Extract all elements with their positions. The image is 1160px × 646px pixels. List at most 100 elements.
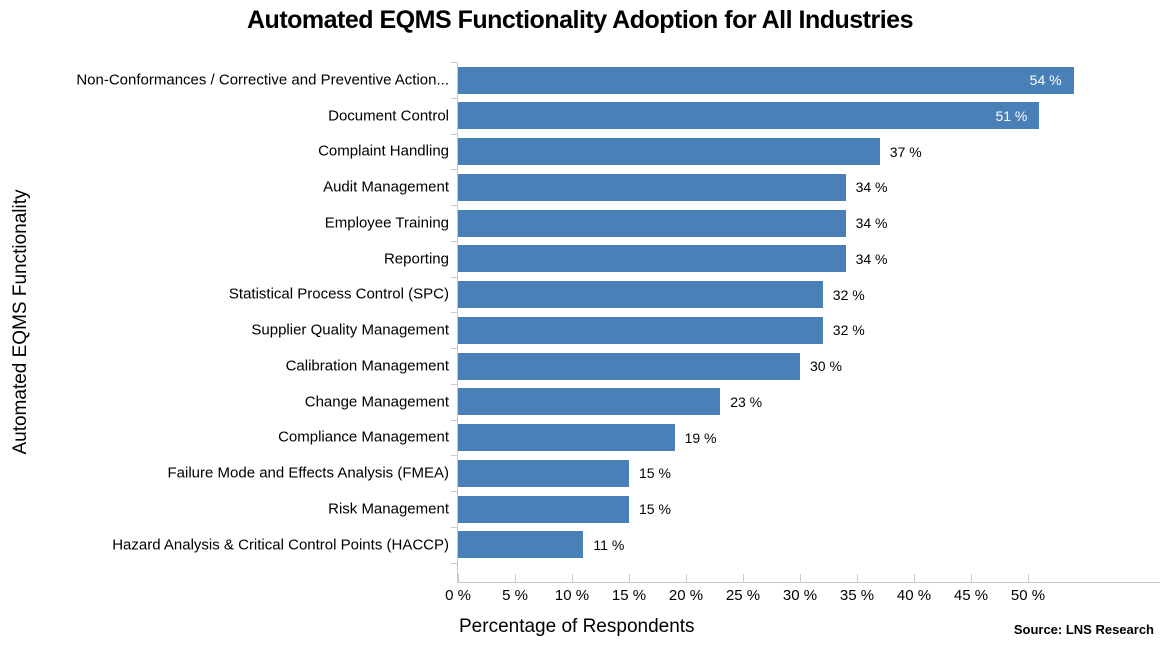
bar bbox=[458, 459, 629, 487]
bar-value-label: 32 % bbox=[832, 286, 865, 303]
bar-value-label: 37 % bbox=[889, 143, 922, 160]
bar-value-label: 15 % bbox=[639, 501, 671, 517]
y-tick-mark bbox=[451, 133, 457, 135]
bar-value-label: 32 % bbox=[832, 322, 865, 339]
x-tick-mark bbox=[857, 574, 858, 582]
y-tick-mark bbox=[451, 205, 457, 206]
bar-value-label: 34 % bbox=[855, 250, 888, 267]
y-tick-mark bbox=[451, 348, 457, 349]
x-tick-label: 20 % bbox=[668, 587, 704, 604]
bar-value-label: 15 % bbox=[639, 465, 671, 482]
category-label: Hazard Analysis & Critical Control Point… bbox=[112, 536, 449, 554]
bar-value-label: 23 % bbox=[730, 393, 763, 410]
bar-row: Document Control 51 % bbox=[328, 98, 1160, 134]
bar-row: Statistical Process Control (SPC) 32 % bbox=[229, 277, 1160, 313]
bar: 54 % bbox=[458, 66, 1074, 94]
y-tick-mark bbox=[451, 491, 457, 492]
y-tick-mark bbox=[451, 562, 457, 564]
x-tick-label: 45 % bbox=[953, 587, 989, 604]
x-tick-mark bbox=[1028, 574, 1029, 582]
bar-value-label: 54 % bbox=[1029, 72, 1062, 88]
x-tick-mark bbox=[515, 574, 516, 582]
x-tick-mark bbox=[800, 574, 801, 582]
x-tick-label: 25 % bbox=[725, 587, 761, 604]
bar-row: Compliance Management 19 % bbox=[278, 420, 1160, 456]
x-tick-label: 10 % bbox=[554, 587, 590, 604]
category-label: Failure Mode and Effects Analysis (FMEA) bbox=[167, 464, 450, 482]
bar bbox=[458, 173, 846, 201]
category-label: Audit Management bbox=[323, 178, 449, 196]
y-tick-mark bbox=[451, 419, 457, 421]
bar bbox=[458, 424, 675, 451]
bar-row: Complaint Handling 37 % bbox=[318, 134, 1160, 170]
bar bbox=[458, 495, 629, 523]
x-tick-mark bbox=[914, 574, 915, 582]
chart-title: Automated EQMS Functionality Adoption fo… bbox=[247, 6, 913, 34]
y-tick-mark bbox=[451, 383, 457, 385]
bar-row: Hazard Analysis & Critical Control Point… bbox=[112, 527, 1160, 563]
category-label: Compliance Management bbox=[278, 428, 449, 446]
bar: 51 % bbox=[458, 102, 1040, 130]
category-label: Supplier Quality Management bbox=[251, 321, 449, 339]
y-tick-mark bbox=[451, 240, 457, 242]
bar bbox=[458, 209, 846, 237]
source-credit: Source: LNS Research bbox=[1013, 622, 1154, 637]
y-axis-title: Automated EQMS Functionality bbox=[10, 189, 31, 455]
x-tick-label: 50 % bbox=[1010, 587, 1046, 604]
bar bbox=[458, 352, 800, 380]
x-tick-mark bbox=[458, 574, 459, 582]
y-tick-mark bbox=[451, 455, 457, 457]
bar-value-label: 34 % bbox=[855, 179, 888, 196]
bar-row: Failure Mode and Effects Analysis (FMEA)… bbox=[168, 455, 1160, 491]
y-tick-mark bbox=[451, 526, 457, 528]
bar-value-label: 51 % bbox=[995, 107, 1028, 124]
bar-value-label: 30 % bbox=[810, 358, 842, 374]
y-tick-mark bbox=[451, 312, 457, 314]
x-tick-label: 35 % bbox=[839, 587, 875, 604]
bar-row: Employee Training 34 % bbox=[325, 205, 1160, 241]
bar-value-label: 11 % bbox=[593, 536, 625, 553]
category-label: Complaint Handling bbox=[318, 142, 449, 160]
category-label: Reporting bbox=[383, 250, 449, 268]
bar bbox=[458, 138, 880, 165]
plot-area: Non-Conformances / Corrective and Preven… bbox=[76, 62, 1160, 604]
x-axis-title: Percentage of Respondents bbox=[459, 616, 695, 637]
bar bbox=[458, 531, 584, 559]
bar bbox=[458, 281, 823, 308]
category-label: Document Control bbox=[328, 107, 449, 125]
x-tick-label: 15 % bbox=[611, 587, 647, 604]
category-label: Risk Management bbox=[328, 500, 449, 518]
category-label: Statistical Process Control (SPC) bbox=[228, 285, 449, 303]
x-tick-mark bbox=[686, 574, 687, 582]
bar-row: Audit Management 34 % bbox=[323, 169, 1160, 205]
bar-row: Reporting 34 % bbox=[384, 241, 1160, 277]
bar-rows: Non-Conformances / Corrective and Preven… bbox=[76, 62, 1160, 563]
x-tick-label: 40 % bbox=[896, 587, 932, 604]
bar-value-label: 19 % bbox=[684, 429, 717, 446]
bar-row: Change Management 23 % bbox=[305, 384, 1160, 420]
category-label: Change Management bbox=[304, 393, 449, 411]
x-tick-label: 0 % bbox=[445, 587, 471, 604]
category-label: Non-Conformances / Corrective and Preven… bbox=[76, 71, 449, 89]
y-tick-mark bbox=[451, 62, 457, 63]
bar-row: Non-Conformances / Corrective and Preven… bbox=[76, 62, 1160, 98]
bar bbox=[458, 245, 846, 273]
bar bbox=[458, 388, 721, 416]
bar bbox=[458, 316, 823, 344]
category-label: Employee Training bbox=[324, 214, 449, 232]
bar-row: Supplier Quality Management 32 % bbox=[251, 312, 1160, 348]
x-tick-mark bbox=[572, 574, 573, 582]
x-tick-mark bbox=[971, 574, 972, 582]
x-tick-label: 5 % bbox=[502, 587, 528, 604]
x-tick-mark bbox=[629, 574, 630, 582]
y-tick-mark bbox=[451, 97, 457, 99]
bar-row: Calibration Management 30 % bbox=[286, 348, 1160, 384]
bar-row: Risk Management 15 % bbox=[328, 491, 1160, 527]
x-tick-label: 30 % bbox=[782, 587, 818, 604]
bar-value-label: 34 % bbox=[855, 215, 888, 231]
x-tick-mark bbox=[743, 574, 744, 582]
y-tick-mark bbox=[451, 169, 457, 171]
y-tick-mark bbox=[451, 276, 457, 278]
category-label: Calibration Management bbox=[285, 357, 449, 375]
